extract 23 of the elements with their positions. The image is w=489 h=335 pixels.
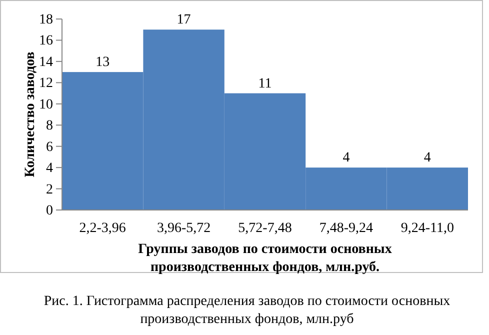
y-tick-label: 6	[46, 140, 53, 155]
data-label: 4	[424, 150, 431, 166]
y-tick-label: 0	[46, 203, 53, 218]
data-label: 11	[258, 76, 272, 92]
y-axis-title: Количество заводов	[23, 51, 38, 178]
y-tick-label: 18	[39, 12, 53, 28]
y-tick-label: 2	[46, 182, 53, 198]
data-label: 13	[96, 55, 110, 70]
text: Рис. 1. Гистограмма распределения заводов по стоимости основных производственных фондов, млн.руб	[44, 294, 450, 327]
y-tick-label: 4	[46, 161, 53, 176]
x-tick-label: 9,24-11,0	[400, 220, 454, 236]
x-tick-label: 7,48-9,24	[319, 220, 374, 236]
x-tick-label: 2,2-3,96	[79, 220, 126, 236]
y-tick-label: 8	[46, 118, 53, 134]
y-tick-label: 14	[39, 54, 53, 70]
y-tick-label: 10	[39, 97, 53, 112]
data-label: 4	[342, 150, 350, 166]
data-label: 17	[176, 12, 191, 28]
y-tick-label: 16	[39, 34, 53, 49]
x-tick-label: 3,96-5,72	[156, 220, 211, 236]
y-tick-label: 12	[39, 76, 53, 92]
x-tick-label: 5,72-7,48	[238, 220, 292, 236]
x-axis-title: Группы заводов по стоимости основных производственных фондов, млн.руб.	[138, 242, 392, 275]
